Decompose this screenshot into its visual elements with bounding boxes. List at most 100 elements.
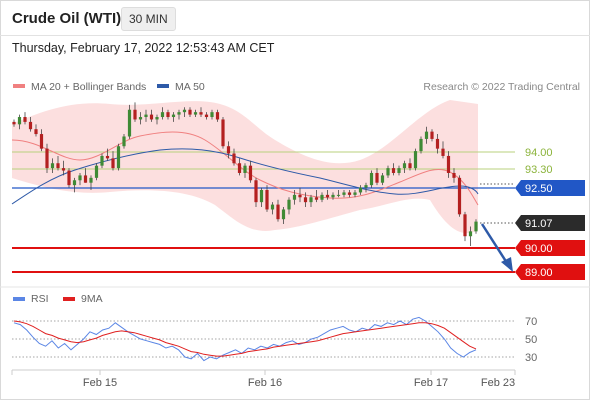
candle — [320, 192, 324, 203]
rsi-legend-swatch — [13, 297, 25, 301]
rsi-legend-label: RSI — [31, 293, 49, 305]
level-tag-91-07 — [515, 215, 585, 231]
candle — [353, 190, 357, 198]
candle — [413, 148, 418, 171]
x-tick-feb16: Feb 16 — [248, 377, 282, 389]
candle — [468, 226, 473, 246]
level-tag-92-5 — [515, 180, 585, 196]
candle — [424, 126, 429, 144]
candle — [397, 165, 401, 176]
candle — [342, 190, 346, 198]
level-tag-89 — [515, 264, 585, 280]
candle — [78, 172, 82, 186]
candle — [199, 107, 203, 118]
forecast-arrow — [480, 223, 513, 272]
candle — [446, 151, 451, 178]
candle — [116, 143, 121, 171]
candle — [457, 175, 462, 217]
level-label-89: 89.00 — [525, 267, 553, 279]
candle — [254, 177, 258, 208]
candle — [144, 109, 148, 122]
candle — [309, 194, 313, 208]
candle — [204, 112, 209, 120]
candle — [166, 109, 170, 120]
candle — [298, 187, 302, 203]
header-divider — [0, 35, 590, 36]
candle — [39, 129, 44, 152]
candle — [331, 192, 335, 200]
candle — [347, 190, 352, 198]
level-labels: 94.00 93.30 92.50 91.07 90.00 89.00 — [515, 147, 585, 280]
timeframe-badge[interactable]: 30 MIN — [121, 7, 176, 31]
candle — [56, 155, 60, 171]
candle — [89, 175, 93, 190]
candle — [111, 151, 115, 171]
candle — [303, 192, 308, 208]
candle — [72, 177, 77, 193]
candle — [248, 160, 253, 183]
candle — [276, 199, 280, 222]
candlestick-series — [12, 102, 478, 246]
candle — [270, 202, 275, 215]
candle — [94, 163, 99, 181]
ma50-line — [11, 148, 479, 205]
x-tick-feb23: Feb 23 — [481, 377, 515, 389]
candle — [28, 117, 33, 132]
level-label-91-07: 91.07 — [525, 218, 553, 230]
legend-label-ma20: MA 20 + Bollinger Bands — [31, 81, 146, 93]
candle — [419, 136, 423, 154]
candle — [364, 182, 368, 193]
candle — [188, 107, 192, 118]
candle — [133, 102, 137, 122]
candle — [17, 114, 22, 130]
candle — [182, 107, 187, 118]
candle — [402, 160, 407, 173]
candle — [23, 112, 27, 125]
level-label-93-3: 93.30 — [525, 164, 553, 176]
rsi-tick-50: 50 — [525, 334, 537, 346]
chart-header: Crude Oil (WTI) 30 MIN — [0, 0, 590, 36]
candle — [325, 190, 330, 200]
rsi-tick-30: 30 — [525, 352, 537, 364]
rsi-tick-70: 70 — [525, 316, 537, 328]
candle — [287, 197, 291, 215]
legend-swatch-ma50 — [157, 84, 169, 88]
level-tag-90 — [515, 240, 585, 256]
candle — [336, 190, 341, 198]
candle — [474, 219, 478, 234]
candle — [358, 185, 363, 195]
candle — [237, 158, 242, 176]
level-label-92-5: 92.50 — [525, 183, 553, 195]
candle — [160, 107, 165, 120]
ma9-legend-swatch — [63, 297, 75, 301]
x-tick-feb17: Feb 17 — [414, 377, 448, 389]
legend-swatch-ma20 — [13, 84, 25, 88]
candle — [463, 211, 467, 242]
ma9-legend-label: 9MA — [81, 293, 103, 305]
candle — [149, 109, 154, 122]
candle — [281, 207, 286, 225]
x-tick-feb15: Feb 15 — [83, 377, 117, 389]
candle — [221, 117, 225, 149]
level-label-90: 90.00 — [525, 243, 553, 255]
rsi-ma9-line — [13, 320, 477, 357]
ma20-line — [11, 131, 479, 206]
candle — [45, 143, 49, 173]
candle — [105, 148, 110, 161]
rsi-panel: RSI 9MA 70 50 30 — [0, 286, 590, 364]
candle — [386, 165, 390, 178]
legend-label-ma50: MA 50 — [175, 81, 205, 93]
candle — [193, 109, 198, 118]
candle — [408, 158, 412, 171]
candle — [100, 153, 104, 169]
candle — [430, 129, 434, 142]
candle — [380, 172, 385, 186]
level-label-94: 94.00 — [525, 147, 553, 159]
candle — [391, 163, 396, 176]
datetime-label: Thursday, February 17, 2022 12:53:43 AM … — [12, 41, 275, 55]
x-axis: Feb 15 Feb 16 Feb 17 Feb 23 — [11, 369, 516, 389]
candle — [259, 187, 264, 208]
candle — [210, 109, 214, 120]
candle — [122, 134, 126, 149]
candle — [226, 141, 231, 159]
